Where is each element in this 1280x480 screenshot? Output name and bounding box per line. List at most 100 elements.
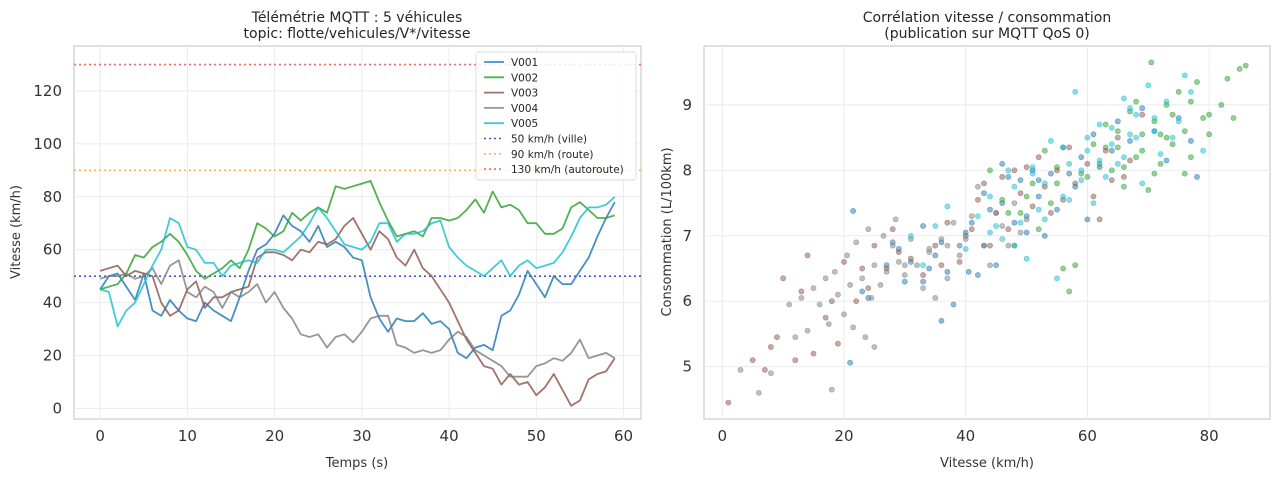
scatter-point-v003 <box>968 226 975 233</box>
scatter-point-v001 <box>993 262 999 269</box>
x-tick-label: 0 <box>717 427 727 445</box>
scatter-point-v004 <box>944 242 951 249</box>
scatter-point-v003 <box>1114 134 1121 141</box>
scatter-point-v001 <box>850 207 856 214</box>
scatter-point-v005 <box>1133 111 1139 118</box>
scatter-point-v003 <box>810 350 817 357</box>
scatter-point-v003 <box>792 357 799 363</box>
scatter-point-v005 <box>1121 95 1127 102</box>
scatter-point-v005 <box>932 223 939 229</box>
scatter-point-v003 <box>725 399 732 406</box>
scatter-point-v003 <box>1035 154 1042 161</box>
scatter-point-v004 <box>816 301 823 308</box>
scatter-point-v002 <box>1194 79 1200 85</box>
scatter-point-v003 <box>987 242 993 249</box>
scatter-point-v004 <box>737 366 744 373</box>
scatter-point-v003 <box>1090 193 1097 200</box>
scatter-point-v004 <box>895 258 902 265</box>
scatter-point-v002 <box>1048 200 1054 206</box>
scatter-point-v005 <box>1011 183 1018 190</box>
scatter-point-v005 <box>1054 275 1060 282</box>
y-tick-label: 8 <box>682 161 692 179</box>
scatter-point-v001 <box>1090 131 1097 138</box>
scatter-point-v004 <box>877 281 884 288</box>
scatter-point-v001 <box>938 317 945 324</box>
scatter-point-v005 <box>1163 98 1170 105</box>
scatter-point-v002 <box>1029 180 1036 187</box>
scatter-point-v002 <box>1060 265 1066 272</box>
scatter-point-v005 <box>1078 177 1085 183</box>
scatter-point-v004 <box>850 324 856 331</box>
scatter-point-v003 <box>822 314 829 321</box>
scatter-point-v002 <box>1236 66 1243 72</box>
scatter-point-v004 <box>975 183 981 190</box>
scatter-point-v003 <box>956 258 963 265</box>
scatter-point-v001 <box>1194 173 1200 180</box>
scatter-point-v002 <box>1114 144 1121 151</box>
scatter-point-v002 <box>1188 154 1194 161</box>
chart-telemetry-series <box>99 179 616 407</box>
chart-correlation-plot-area <box>703 45 1271 420</box>
scatter-point-v001 <box>901 278 908 285</box>
scatter-point-v001 <box>920 278 926 285</box>
scatter-point-v002 <box>1169 141 1176 148</box>
scatter-point-v005 <box>1041 216 1048 223</box>
scatter-point-v005 <box>1108 124 1115 131</box>
scatter-point-v003 <box>1072 180 1079 187</box>
chart-correlation-ylabel: Consommation (L/100km) <box>660 147 675 316</box>
chart-telemetry-ylabel: Vitesse (km/h) <box>9 185 24 279</box>
series-line-v005 <box>99 196 616 328</box>
scatter-point-v001 <box>859 288 866 295</box>
scatter-point-v002 <box>1181 170 1188 177</box>
scatter-point-v004 <box>1023 216 1030 223</box>
scatter-point-v005 <box>1060 193 1066 200</box>
scatter-point-v004 <box>831 268 838 275</box>
scatter-point-v003 <box>944 219 951 226</box>
scatter-point-v002 <box>999 196 1006 203</box>
scatter-point-v001 <box>975 272 981 278</box>
scatter-point-v005 <box>920 262 926 269</box>
scatter-point-v002 <box>1206 131 1212 138</box>
scatter-point-v004 <box>1011 200 1018 206</box>
x-tick-label: 0 <box>95 427 105 445</box>
scatter-point-v001 <box>1188 137 1194 144</box>
chart-telemetry-subtitle: topic: flotte/vehicules/V*/vitesse <box>244 26 471 42</box>
scatter-point-v005 <box>993 223 999 229</box>
legend-label: V001 <box>511 57 538 69</box>
scatter-point-v005 <box>1035 206 1042 213</box>
scatter-point-v005 <box>1157 151 1164 157</box>
series-line-v003 <box>99 217 616 407</box>
scatter-point-v004 <box>786 301 793 308</box>
chart-telemetry-ticks: 0 10 20 30 40 50 60 0 20 40 60 80 100 120 <box>33 82 633 445</box>
scatter-point-v002 <box>1169 111 1176 118</box>
scatter-point-v002 <box>1133 154 1139 161</box>
y-tick-label: 120 <box>33 82 62 100</box>
scatter-point-v003 <box>798 288 805 295</box>
scatter-point-v004 <box>862 334 869 341</box>
scatter-point-v003 <box>859 265 866 272</box>
x-tick-label: 40 <box>440 427 459 445</box>
y-tick-label: 9 <box>682 96 692 114</box>
y-tick-label: 20 <box>43 347 62 365</box>
scatter-point-v001 <box>999 160 1006 167</box>
scatter-point-v004 <box>892 216 899 223</box>
scatter-point-v001 <box>968 219 975 226</box>
scatter-point-v004 <box>880 232 887 239</box>
scatter-point-v001 <box>1066 170 1073 177</box>
scatter-point-v005 <box>1096 121 1103 128</box>
scatter-point-v005 <box>1066 196 1073 203</box>
scatter-point-v004 <box>755 389 762 396</box>
scatter-point-v003 <box>768 344 774 350</box>
x-tick-label: 20 <box>265 427 284 445</box>
scatter-point-v003 <box>853 298 860 305</box>
scatter-point-v002 <box>1224 75 1231 82</box>
scatter-point-v001 <box>987 206 993 213</box>
scatter-point-v004 <box>825 321 832 327</box>
legend-label: V003 <box>511 88 538 100</box>
scatter-point-v005 <box>1108 141 1115 148</box>
scatter-point-v005 <box>1114 160 1121 167</box>
scatter-point-v001 <box>1011 219 1018 226</box>
scatter-point-v001 <box>1048 170 1054 177</box>
chart-telemetry-legend: V001 V002 V003 V004 V005 50 km/h (ville) 90 km… <box>475 51 637 181</box>
scatter-point-v003 <box>1017 190 1024 197</box>
